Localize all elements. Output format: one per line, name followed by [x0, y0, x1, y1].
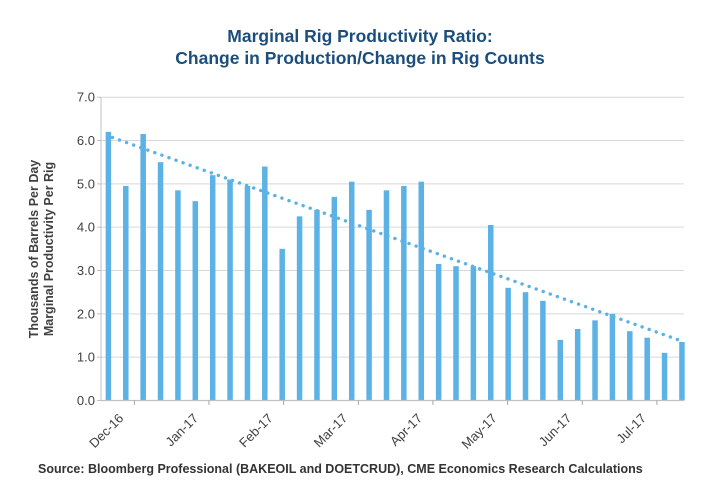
bar — [679, 342, 685, 401]
bar — [244, 186, 251, 401]
bar — [609, 313, 616, 401]
bar — [175, 190, 181, 401]
bar — [105, 131, 112, 401]
y-axis-title-line2: Marginal Productivity Per Rig — [42, 162, 56, 336]
chart-title: Marginal Rig Productivity Ratio: Change … — [0, 25, 720, 69]
source-note: Source: Bloomberg Professional (BAKEOIL … — [38, 462, 643, 476]
bar — [140, 134, 146, 401]
x-tick-label: Apr-17 — [387, 411, 425, 449]
chart-title-line2: Change in Production/Change in Rig Count… — [175, 48, 545, 68]
bar — [296, 216, 303, 401]
chart-canvas: 0.0 1.0 2.0 3.0 4.0 5.0 6.0 7.0 Dec-16 Jan-17 Feb-… — [27, 90, 685, 452]
y-tick-label: 2.0 — [77, 306, 95, 321]
y-tick-label: 4.0 — [77, 220, 95, 235]
bar — [453, 266, 459, 401]
bar — [331, 196, 338, 401]
bar — [348, 181, 355, 401]
bar — [627, 331, 633, 401]
bar — [522, 292, 529, 401]
trendline — [110, 135, 684, 343]
x-tick-label: Jun-17 — [536, 411, 575, 450]
bar — [470, 266, 477, 401]
bar — [262, 166, 268, 401]
bar — [366, 209, 372, 401]
bar — [557, 339, 564, 401]
bar — [661, 352, 668, 401]
x-tick-label: Dec-16 — [86, 411, 126, 451]
bar — [192, 201, 199, 401]
bar — [209, 175, 216, 401]
bar — [574, 329, 581, 401]
bar — [505, 287, 511, 401]
x-tick-label: Jul-17 — [613, 411, 649, 447]
y-tick-label: 7.0 — [77, 90, 95, 105]
y-axis-title-line1: Thousands of Barrels Per Day — [27, 160, 41, 339]
y-tick-label: 1.0 — [77, 350, 95, 365]
y-tick-label: 0.0 — [77, 393, 95, 408]
x-tick-label: Jan-17 — [162, 411, 201, 450]
x-tick-label: Feb-17 — [236, 411, 276, 451]
chart-title-line1: Marginal Rig Productivity Ratio: — [227, 26, 493, 46]
bar — [279, 248, 285, 401]
x-tick-label: Mar-17 — [311, 411, 351, 451]
bar — [383, 190, 390, 401]
bar — [401, 186, 407, 401]
y-tick-label: 6.0 — [77, 133, 95, 148]
bar — [123, 186, 129, 401]
bar — [488, 225, 494, 401]
bar — [435, 264, 442, 401]
bar — [314, 209, 320, 401]
x-tick-label: May-17 — [458, 411, 499, 452]
bar — [592, 320, 598, 401]
bar — [227, 179, 233, 401]
y-tick-label: 3.0 — [77, 263, 95, 278]
bar — [540, 300, 546, 401]
bar — [418, 181, 424, 401]
y-tick-label: 5.0 — [77, 176, 95, 191]
bar — [644, 337, 650, 401]
bar — [157, 162, 164, 401]
